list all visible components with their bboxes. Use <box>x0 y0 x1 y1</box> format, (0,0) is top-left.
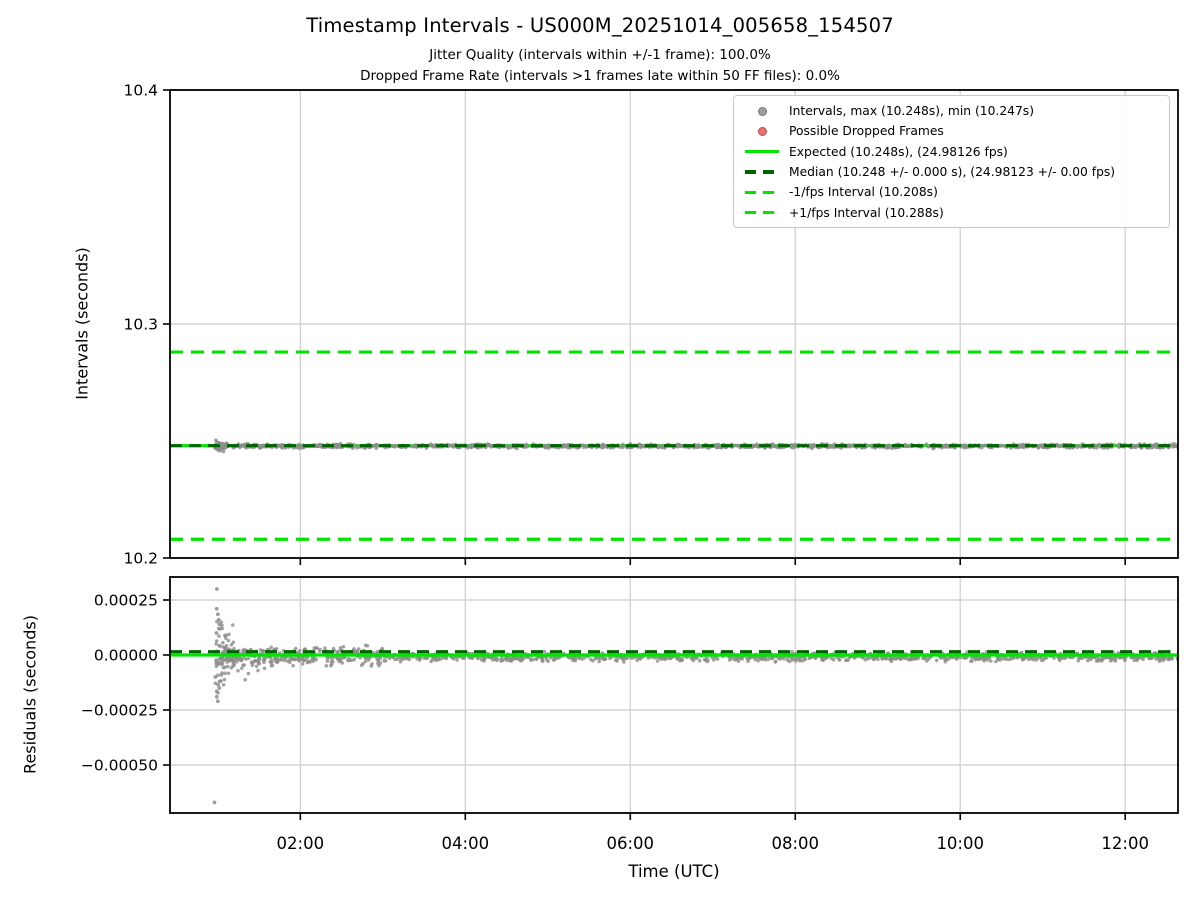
svg-text:06:00: 06:00 <box>607 834 655 853</box>
svg-text:08:00: 08:00 <box>771 834 819 853</box>
legend-label: Intervals, max (10.248s), min (10.247s) <box>789 104 1034 119</box>
legend-item-median: Median (10.248 +/- 0.000 s), (24.98123 +… <box>743 162 1169 182</box>
svg-text:04:00: 04:00 <box>442 834 490 853</box>
svg-text:−0.00025: −0.00025 <box>81 702 158 720</box>
svg-text:0.00025: 0.00025 <box>94 592 158 610</box>
legend-item-expected: Expected (10.248s), (24.98126 fps) <box>743 142 1169 162</box>
legend-label: +1/fps Interval (10.288s) <box>789 205 944 220</box>
svg-text:10.2: 10.2 <box>123 550 158 568</box>
svg-text:10.4: 10.4 <box>123 82 158 100</box>
svg-text:−0.00050: −0.00050 <box>81 757 158 775</box>
green-dashed-line-icon <box>745 190 779 195</box>
svg-text:12:00: 12:00 <box>1101 834 1149 853</box>
legend: Intervals, max (10.248s), min (10.247s) … <box>733 95 1170 228</box>
dark-dashed-line-icon <box>745 170 779 174</box>
subtitle-dropped-frame-rate: Dropped Frame Rate (intervals >1 frames … <box>360 68 840 84</box>
legend-item-dropped-frames: Possible Dropped Frames <box>743 121 1169 141</box>
red-dot-icon <box>757 126 767 136</box>
page-title: Timestamp Intervals - US000M_20251014_00… <box>306 14 894 37</box>
legend-item-intervals: Intervals, max (10.248s), min (10.247s) <box>743 101 1169 121</box>
legend-item-minus-1fps: -1/fps Interval (10.208s) <box>743 182 1169 202</box>
gray-dot-icon <box>757 106 767 116</box>
svg-text:0.00000: 0.00000 <box>94 647 158 665</box>
svg-text:10.3: 10.3 <box>123 316 158 334</box>
green-dashed-line-icon <box>745 210 779 215</box>
legend-label: Possible Dropped Frames <box>789 124 944 139</box>
legend-label: -1/fps Interval (10.208s) <box>789 185 938 200</box>
y-axis-label-intervals: Intervals (seconds) <box>72 247 92 400</box>
legend-item-plus-1fps: +1/fps Interval (10.288s) <box>743 202 1169 222</box>
legend-label: Median (10.248 +/- 0.000 s), (24.98123 +… <box>789 165 1116 180</box>
y-axis-label-residuals: Residuals (seconds) <box>20 615 40 774</box>
svg-text:10:00: 10:00 <box>936 834 984 853</box>
legend-label: Expected (10.248s), (24.98126 fps) <box>789 144 1008 159</box>
solid-line-icon <box>745 149 779 154</box>
subtitle-jitter-quality: Jitter Quality (intervals within +/-1 fr… <box>429 47 771 63</box>
svg-text:Time (UTC): Time (UTC) <box>627 862 719 881</box>
svg-text:02:00: 02:00 <box>277 834 325 853</box>
